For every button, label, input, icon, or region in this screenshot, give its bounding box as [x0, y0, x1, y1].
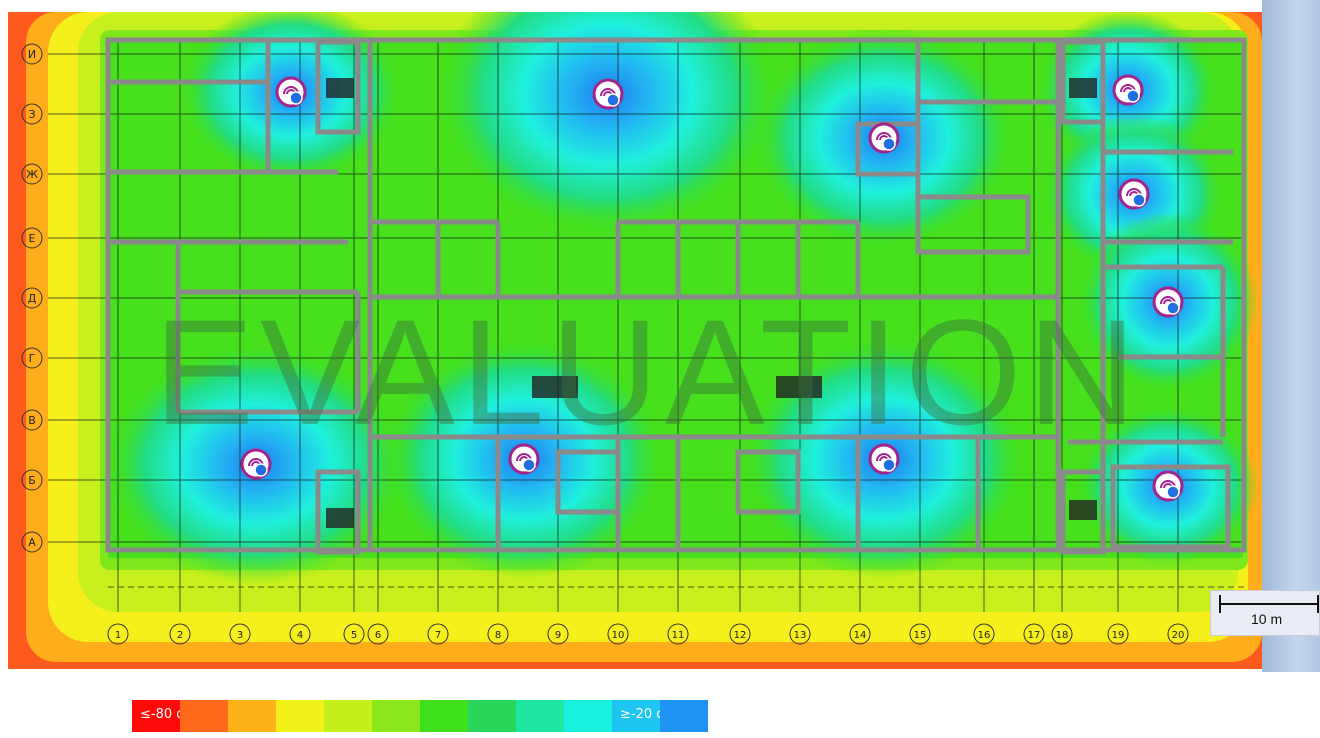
column-axis-label: 19	[1112, 630, 1125, 641]
column-axis-bubble: 1	[107, 623, 129, 645]
access-point-icon[interactable]	[868, 443, 900, 475]
row-axis-label: Г	[29, 352, 36, 365]
row-axis-label: А	[28, 536, 36, 549]
column-axis-bubble: 8	[487, 623, 509, 645]
column-axis-label: 15	[914, 630, 927, 641]
row-axis-label: Д	[28, 292, 37, 305]
row-axis-bubble: В	[21, 409, 43, 431]
column-axis-label: 10	[612, 630, 625, 641]
column-axis-label: 7	[435, 630, 441, 641]
building-walls	[105, 37, 1247, 555]
column-axis-bubble: 3	[229, 623, 251, 645]
access-points[interactable]	[240, 74, 1184, 502]
scale-tick-right	[1317, 595, 1319, 613]
legend-swatch	[324, 700, 372, 732]
column-axis-labels: 1 2 3 4 5 6 7 8 9 10 11 12 13 14 15 16 17 18 19 20	[107, 623, 1189, 645]
column-axis-bubble: 17	[1023, 623, 1045, 645]
column-axis-label: 13	[794, 630, 807, 641]
column-axis-label: 4	[297, 630, 303, 641]
row-axis-bubble: Д	[21, 287, 43, 309]
column-axis-bubble: 6	[367, 623, 389, 645]
row-axis-bubble: Б	[21, 469, 43, 491]
scale-label: 10 m	[1251, 611, 1283, 627]
legend-swatch	[660, 700, 708, 732]
column-axis-label: 5	[351, 630, 357, 641]
access-point-icon[interactable]	[1118, 178, 1150, 210]
access-point-icon[interactable]	[868, 122, 900, 154]
row-axis-bubble: А	[21, 531, 43, 553]
column-axis-bubble: 18	[1051, 623, 1073, 645]
column-axis-bubble: 2	[169, 623, 191, 645]
column-axis-label: 3	[237, 630, 243, 641]
legend-swatch: ≥-20 dBm	[612, 700, 686, 732]
column-axis-bubble: 14	[849, 623, 871, 645]
legend-swatch	[420, 700, 468, 732]
column-axis-label: 16	[978, 630, 991, 641]
row-axis-bubble: Г	[21, 347, 43, 369]
access-point-icon[interactable]	[1152, 286, 1184, 318]
side-panel-edge	[1262, 0, 1320, 672]
access-point-icon[interactable]	[275, 76, 307, 108]
evaluation-watermark: EVALUATION	[154, 288, 1142, 456]
legend-swatch	[372, 700, 420, 732]
staircases	[326, 78, 1097, 528]
legend-swatch	[564, 700, 612, 732]
row-axis-label: Б	[28, 474, 36, 487]
row-axis-labels: И З Ж Е Д Г В Б А	[21, 43, 43, 553]
signal-legend: ≤-80 dBm ≥-20 dBm	[132, 700, 708, 732]
row-axis-label: З	[28, 108, 35, 121]
column-axis-bubble: 19	[1107, 623, 1129, 645]
column-axis-bubble: 7	[427, 623, 449, 645]
column-axis-bubble: 12	[729, 623, 751, 645]
row-axis-label: В	[28, 414, 36, 427]
column-axis-label: 11	[672, 630, 685, 641]
access-point-icon[interactable]	[1112, 74, 1144, 106]
column-axis-label: 12	[734, 630, 747, 641]
column-axis-bubble: 9	[547, 623, 569, 645]
legend-swatch	[228, 700, 276, 732]
column-grid	[48, 42, 1244, 612]
legend-swatch	[276, 700, 324, 732]
scale-line	[1219, 603, 1319, 605]
row-axis-bubble: Е	[21, 227, 43, 249]
column-axis-bubble: 4	[289, 623, 311, 645]
column-axis-label: 2	[177, 630, 183, 641]
column-axis-bubble: 15	[909, 623, 931, 645]
column-axis-bubble: 10	[607, 623, 629, 645]
column-axis-bubble: 20	[1167, 623, 1189, 645]
access-point-icon[interactable]	[592, 78, 624, 110]
access-point-icon[interactable]	[508, 443, 540, 475]
column-axis-label: 1	[115, 630, 121, 641]
column-axis-label: 18	[1056, 630, 1069, 641]
access-point-icon[interactable]	[1152, 470, 1184, 502]
row-axis-bubble: З	[21, 103, 43, 125]
column-axis-bubble: 13	[789, 623, 811, 645]
column-axis-bubble: 5	[343, 623, 365, 645]
scale-bar: 10 m	[1210, 590, 1320, 636]
legend-swatch	[468, 700, 516, 732]
column-axis-bubble: 16	[973, 623, 995, 645]
row-axis-bubble: И	[21, 43, 43, 65]
column-axis-label: 9	[555, 630, 561, 641]
row-axis-label: Е	[29, 232, 36, 245]
legend-swatch	[516, 700, 564, 732]
column-axis-label: 14	[854, 630, 867, 641]
column-axis-label: 8	[495, 630, 501, 641]
column-axis-bubble: 11	[667, 623, 689, 645]
row-axis-label: И	[28, 48, 36, 61]
column-axis-label: 17	[1028, 630, 1041, 641]
access-point-icon[interactable]	[240, 448, 272, 480]
column-axis-label: 20	[1172, 630, 1185, 641]
row-axis-label: Ж	[26, 168, 38, 181]
legend-swatch	[180, 700, 228, 732]
row-axis-bubble: Ж	[21, 163, 43, 185]
column-axis-label: 6	[375, 630, 381, 641]
legend-swatch: ≤-80 dBm	[132, 700, 206, 732]
